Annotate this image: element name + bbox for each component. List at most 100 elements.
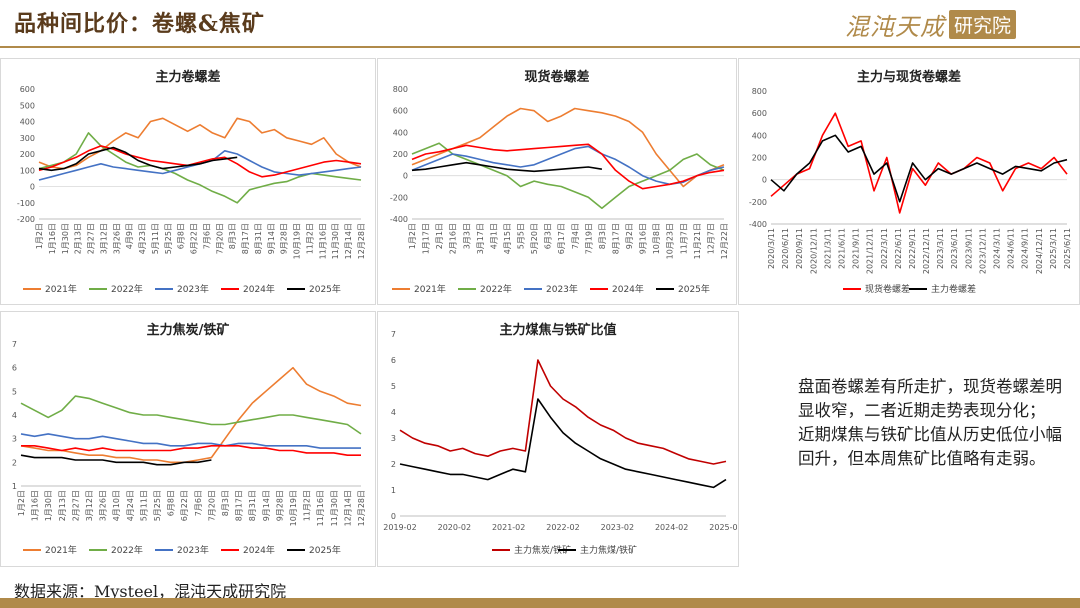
- y-tick-label: 3: [391, 434, 396, 443]
- x-tick-label: 2023-02: [601, 523, 634, 532]
- x-tick-label: 8月17日: [241, 223, 250, 254]
- y-tick-label: 0: [403, 172, 408, 181]
- x-tick-label: 2020/3/11: [767, 228, 776, 269]
- legend-label: 主力焦炭/铁矿: [514, 544, 571, 556]
- chart-panel-c5: 主力煤焦与铁矿比值 0 1 2 3 4 5 6 7 2019-02 2020-02 2021-02 20…: [377, 311, 739, 567]
- logo-box: 研究院: [949, 9, 1017, 39]
- x-tick-label: 2025/6/11: [1063, 228, 1072, 269]
- series-line: [411, 143, 725, 190]
- legend-label: 2023年: [177, 544, 209, 556]
- x-tick-label: 1月2日: [17, 490, 26, 516]
- y-tick-label: 4: [12, 411, 17, 420]
- series-line: [399, 398, 727, 489]
- x-tick-label: 10月23日: [666, 223, 675, 259]
- y-tick-label: -400: [390, 215, 408, 224]
- x-tick-label: 11月21日: [693, 223, 702, 259]
- x-tick-label: 10月19日: [293, 223, 302, 259]
- chart-panel-c4: 主力焦炭/铁矿 1 2 3 4 5 6 7 1月2日 1月16日 1月30日 2月13日 2月27日 3月…: [0, 311, 376, 567]
- x-tick-label: 4月1日: [489, 223, 498, 249]
- x-tick-label: 1月30日: [44, 490, 53, 521]
- x-tick-label: 4月9日: [125, 223, 134, 249]
- x-tick-label: 7月20日: [215, 223, 224, 254]
- x-tick-label: 2月1日: [435, 223, 444, 249]
- chart-panel-c2: 现货卷螺差 -400 -200 0 200 400 600 800 1月2日 1月17日 2月1日 2…: [377, 58, 737, 305]
- x-tick-label: 4月24日: [126, 490, 135, 521]
- x-tick-label: 12月14日: [343, 490, 352, 526]
- x-tick-label: 2月13日: [74, 223, 83, 254]
- x-tick-label: 6月8日: [177, 223, 186, 249]
- x-tick-label: 5月11日: [151, 223, 160, 254]
- x-tick-label: 2月16日: [449, 223, 458, 254]
- summary-line-1: 盘面卷螺差有所走扩，现货卷螺差明显收窄，二者近期走势表现分化；: [798, 377, 1062, 420]
- y-tick-label: 6: [12, 364, 17, 373]
- y-tick-label: 500: [20, 101, 35, 110]
- x-tick-label: 2024/6/11: [1007, 228, 1016, 269]
- x-tick-label: 2022-02: [546, 523, 579, 532]
- x-tick-label: 2024/12/11: [1035, 228, 1044, 274]
- x-tick-label: 12月14日: [344, 223, 353, 259]
- x-tick-label: 12月7日: [706, 223, 715, 254]
- x-tick-label: 10月8日: [652, 223, 661, 254]
- legend-label: 2021年: [45, 283, 77, 295]
- y-tick-label: 800: [752, 87, 767, 96]
- y-tick-label: 300: [20, 134, 35, 143]
- x-tick-label: 4月10日: [112, 490, 121, 521]
- x-tick-label: 9月28日: [275, 490, 284, 521]
- legend-label: 2022年: [111, 544, 143, 556]
- x-tick-label: 7月20日: [207, 490, 216, 521]
- header-divider: [0, 46, 1080, 48]
- legend-label: 2023年: [177, 283, 209, 295]
- chart-title: 现货卷螺差: [524, 69, 589, 85]
- x-tick-label: 2022/3/11: [880, 228, 889, 269]
- x-tick-label: 2020-02: [438, 523, 471, 532]
- x-tick-label: 2月27日: [71, 490, 80, 521]
- x-tick-label: 2023/9/11: [964, 228, 973, 269]
- x-tick-label: 6月8日: [167, 490, 176, 516]
- x-tick-label: 12月28日: [357, 490, 366, 526]
- y-tick-label: 600: [393, 107, 408, 116]
- series-line: [770, 112, 1068, 214]
- chart-svg-c2: 现货卷螺差 -400 -200 0 200 400 600 800 1月2日 1月17日 2月1日 2…: [390, 69, 729, 295]
- x-tick-label: 1月16日: [48, 223, 57, 254]
- x-tick-label: 2024-02: [655, 523, 688, 532]
- series-line: [411, 107, 725, 188]
- x-tick-label: 11月16日: [318, 223, 327, 259]
- x-tick-label: 9月2日: [625, 223, 634, 249]
- legend-label: 2025年: [309, 283, 341, 295]
- y-tick-label: 800: [393, 85, 408, 94]
- y-tick-label: 2: [391, 460, 396, 469]
- x-tick-label: 5月20日: [530, 223, 539, 254]
- x-tick-label: 6月3日: [544, 223, 553, 249]
- x-tick-label: 8月17日: [235, 490, 244, 521]
- x-tick-label: 2020/6/11: [781, 228, 790, 269]
- x-tick-label: 11月30日: [330, 490, 339, 526]
- y-tick-label: 400: [393, 128, 408, 137]
- legend-label: 2021年: [414, 283, 446, 295]
- x-tick-label: 8月31日: [254, 223, 263, 254]
- chart-svg-c1: 主力卷螺差 -200 -100 0 100 200 300 400 500 600 1月2日 1月16…: [17, 69, 366, 295]
- y-tick-label: -200: [749, 198, 767, 207]
- chart-title: 主力与现货卷螺差: [857, 69, 961, 85]
- y-tick-label: -200: [17, 215, 35, 224]
- x-tick-label: 2024/9/11: [1021, 228, 1030, 269]
- y-tick-label: 200: [393, 150, 408, 159]
- logo-text: 混沌天成: [845, 12, 945, 41]
- x-tick-label: 9月16日: [639, 223, 648, 254]
- y-tick-label: 600: [20, 85, 35, 94]
- y-tick-label: 0: [30, 183, 35, 192]
- series-line: [411, 161, 603, 173]
- x-tick-label: 5月25日: [164, 223, 173, 254]
- legend-label: 2025年: [678, 283, 710, 295]
- x-tick-label: 2020/12/11: [809, 228, 818, 274]
- x-tick-label: 11月2日: [305, 223, 314, 254]
- y-tick-label: 200: [752, 154, 767, 163]
- series-line: [20, 433, 361, 449]
- chart-panel-c1: 主力卷螺差 -200 -100 0 100 200 300 400 500 600 1月2日 1月16…: [0, 58, 376, 305]
- chart-svg-c4: 主力焦炭/铁矿 1 2 3 4 5 6 7 1月2日 1月16日 1月30日 2月13日 2月27日 3月…: [12, 322, 366, 556]
- x-tick-label: 8月3日: [228, 223, 237, 249]
- y-tick-label: -400: [749, 220, 767, 229]
- y-tick-label: 7: [12, 340, 17, 349]
- legend-label: 主力卷螺差: [931, 283, 976, 295]
- x-tick-label: 2025-02: [709, 523, 738, 532]
- x-tick-label: 9月14日: [262, 490, 271, 521]
